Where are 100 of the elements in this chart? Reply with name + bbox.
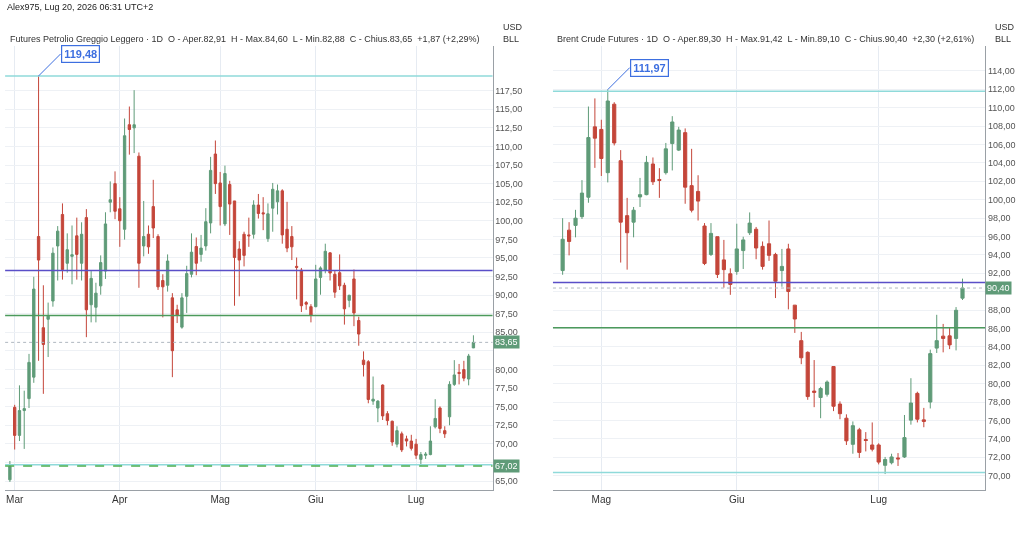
y-tick-label: 98,00 <box>987 213 1011 224</box>
candlestick <box>137 151 141 289</box>
candlestick <box>165 253 170 293</box>
y-tick-label: 78,00 <box>987 397 1011 408</box>
candlestick <box>560 217 565 276</box>
y-tick-label: 90,00 <box>495 290 518 301</box>
candlestick <box>428 425 433 456</box>
candlestick <box>902 414 907 459</box>
candlestick <box>953 306 959 351</box>
y-tick-label: 112,00 <box>987 84 1015 95</box>
candlestick <box>151 179 155 239</box>
candlestick <box>631 206 636 238</box>
candlestick <box>342 282 347 326</box>
candlestick <box>466 353 471 386</box>
text: Alex975, Lug 20, 2026 06:31 UTC+2 <box>7 2 154 12</box>
candlestick <box>618 149 623 264</box>
y-tick-label: 102,00 <box>987 176 1016 187</box>
candlestick <box>567 221 572 256</box>
y-tick-label: 85,00 <box>495 327 518 338</box>
chart-title: Brent Crude Futures · 1D O - Aper.89,30 H - Max.91,42 L - Min.89,10 C - Chius.90,40 +2,30 (+2,61%) <box>557 34 975 44</box>
y-tick-label: 82,00 <box>987 360 1011 371</box>
y-tick-label: 105,00 <box>495 178 523 189</box>
candlestick <box>199 234 203 263</box>
candlestick <box>314 264 318 308</box>
candlestick <box>299 267 304 313</box>
y-tick-label: 80,00 <box>495 364 518 375</box>
x-tick-label: Mag <box>591 493 612 505</box>
y-tick-label: 77,50 <box>495 383 518 394</box>
candlestick <box>599 119 604 177</box>
y-tick-label: 112,50 <box>495 123 523 134</box>
candlestick <box>127 106 132 156</box>
candlestick <box>708 222 714 257</box>
candlestick <box>747 211 752 236</box>
candlestick <box>41 284 46 395</box>
candlestick <box>328 251 332 282</box>
y-tick-label: 65,00 <box>495 476 518 487</box>
candlestick <box>108 180 112 213</box>
candlestick <box>122 117 127 241</box>
y-tick-label: 75,00 <box>495 401 518 412</box>
candlestick <box>8 460 12 483</box>
annotation: 111,97 <box>633 62 666 75</box>
y-tick-label: 114,00 <box>987 66 1015 77</box>
candlestick <box>883 456 888 475</box>
candlestick <box>837 400 843 420</box>
candlestick <box>347 294 351 308</box>
y-tick-label: 110,00 <box>987 102 1015 113</box>
y-tick-label: 72,50 <box>495 420 518 431</box>
candlestick <box>657 167 662 199</box>
candlestick <box>46 302 50 358</box>
candlestick <box>721 239 726 289</box>
candlestick <box>13 404 17 451</box>
candlestick <box>870 421 875 452</box>
candlestick <box>895 452 901 467</box>
candlestick <box>889 453 894 465</box>
candlestick <box>433 398 437 429</box>
candlestick <box>941 323 946 353</box>
annotation: 119,48 <box>64 48 98 61</box>
y-tick-label: 76,00 <box>987 415 1011 426</box>
candlestick <box>605 89 610 183</box>
candlestick <box>850 420 855 455</box>
candlestick <box>779 248 784 288</box>
candlestick <box>438 405 442 434</box>
y-tick-label: 80,00 <box>987 378 1011 389</box>
candlestick <box>357 316 361 347</box>
candlestick <box>194 236 198 276</box>
candlestick <box>908 377 913 426</box>
candlestick <box>876 442 881 465</box>
candlestick <box>818 386 823 419</box>
candlestick <box>592 97 597 169</box>
candlestick <box>79 221 84 282</box>
candlestick <box>915 391 920 423</box>
candlestick <box>792 304 797 334</box>
candlestick <box>760 240 765 271</box>
y-tick-label: 70,00 <box>495 439 518 450</box>
y-tick-label: 88,00 <box>987 305 1011 316</box>
candlestick <box>683 127 688 205</box>
candlestick <box>734 223 739 276</box>
candlestick <box>294 257 299 300</box>
candlestick <box>586 106 591 204</box>
candlestick <box>51 247 55 308</box>
candlestick <box>824 379 830 398</box>
candlestick <box>146 224 151 255</box>
candlestick <box>637 177 643 208</box>
candlestick <box>696 174 701 221</box>
y-tick-label: 70,00 <box>987 470 1011 481</box>
candlestick <box>644 155 649 196</box>
candlestick <box>670 115 675 171</box>
y-tick-label: 96,00 <box>987 231 1011 242</box>
x-tick-label: Lug <box>407 493 425 505</box>
candlestick <box>947 326 952 350</box>
x-tick-label: Mag <box>210 493 230 505</box>
candlestick <box>960 278 965 301</box>
y-tick-label: 106,00 <box>987 139 1016 150</box>
candlestick <box>60 202 65 281</box>
y-tick-label: 115,00 <box>495 104 523 115</box>
candlestick <box>419 451 423 467</box>
y-tick-label: 100,00 <box>987 194 1016 205</box>
y-tick-label: 72,00 <box>987 452 1011 463</box>
y-tick-label: 94,00 <box>987 250 1011 261</box>
candlestick <box>352 269 356 327</box>
